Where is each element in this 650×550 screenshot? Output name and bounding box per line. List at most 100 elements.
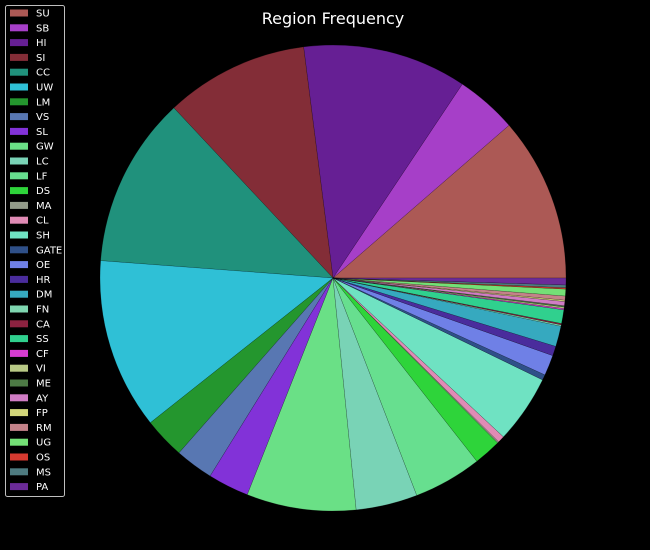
legend-label-lm: LM [36,97,50,108]
legend-label-ma: MA [36,201,52,212]
pie-slice-ug [332,277,567,297]
legend-swatch-hi [10,39,28,47]
legend-label-oe: OE [36,260,50,271]
legend-label-pa: PA [36,482,48,493]
legend-swatch-os [10,453,28,461]
legend-label-ds: DS [36,186,50,197]
legend-swatch-cc [10,68,28,76]
legend-swatch-lc [10,157,28,165]
legend-label-su: SU [36,9,50,20]
legend-swatch-ss [10,335,28,343]
legend-swatch-lm [10,98,28,106]
pie-slice-pa [332,277,567,286]
legend-swatch-sl [10,127,28,135]
pie-slice-sh [332,277,543,438]
legend-swatch-uw [10,83,28,91]
legend-swatch-cl [10,216,28,224]
legend-swatch-fn [10,305,28,313]
legend-label-vs: VS [36,112,49,123]
pie-slice-os [332,277,567,290]
legend-swatch-ca [10,320,28,328]
legend-label-ug: UG [36,438,51,449]
pie-slice-hi [303,44,463,279]
legend-label-gate: GATE [36,245,62,256]
legend-label-lc: LC [36,157,49,168]
legend-label-sl: SL [36,127,48,138]
pie-slice-fn [332,277,562,327]
legend-label-sh: SH [36,231,50,242]
legend-label-ay: AY [36,393,49,404]
pie-slice-ma [332,277,499,444]
pie-slice-vi [332,277,565,309]
legend-label-vi: VI [36,364,46,375]
legend-swatch-ug [10,438,28,446]
legend-label-fp: FP [36,408,48,419]
legend-label-cc: CC [36,68,50,79]
legend-swatch-ms [10,468,28,476]
legend-label-dm: DM [36,290,52,301]
legend-swatch-cf [10,349,28,357]
pie-slice-dm [332,277,562,347]
legend-swatch-vi [10,364,28,372]
legend-label-lf: LF [36,171,48,182]
pie-slice-vs [178,277,334,477]
pie-slice-ay [332,277,566,306]
legend-swatch-sb [10,24,28,32]
pie-slice-fp [332,277,566,302]
pie-slice-ds [332,277,498,462]
pie-slice-gate [332,277,546,381]
legend-swatch-vs [10,113,28,121]
legend-swatch-pa [10,483,28,491]
legend-swatch-ma [10,201,28,209]
legend-swatch-si [10,53,28,61]
legend-label-hi: HI [36,38,46,49]
legend-label-rm: RM [36,423,52,434]
legend-swatch-me [10,379,28,387]
legend-label-hr: HR [36,275,51,286]
legend-label-cl: CL [36,216,49,227]
legend-swatch-lf [10,172,28,180]
pie-slice-uw [99,260,334,424]
legend-swatch-dm [10,290,28,298]
legend-swatch-rm [10,423,28,431]
legend-label-si: SI [36,53,45,64]
pie-slice-lm [150,277,334,454]
legend-swatch-sh [10,231,28,239]
pie-slice-oe [332,277,554,376]
legend-label-sb: SB [36,23,49,34]
legend-label-me: ME [36,379,51,390]
pie-slices [99,44,567,512]
legend-swatch-gate [10,246,28,254]
legend-label-os: OS [36,453,50,464]
legend-swatch-gw [10,142,28,150]
chart-title: Region Frequency [262,9,405,28]
legend-label-gw: GW [36,142,54,153]
legend-label-uw: UW [36,83,53,94]
pie-slice-su [332,124,567,279]
pie-slice-ss [332,277,565,324]
legend: SU SB HI SI CC UW LM VS SL GW LC LF DS MA CL SH GATE OE HR… [5,5,65,497]
pie-slice-cc [100,107,334,279]
pie-slice-me [332,277,565,308]
legend-label-ms: MS [36,467,51,478]
pie-slice-rm [332,277,566,301]
legend-label-cf: CF [36,349,49,360]
legend-label-ss: SS [36,334,49,345]
legend-label-ca: CA [36,319,50,330]
legend-swatch-su [10,9,28,17]
pie-slice-gw [246,277,357,512]
pie-slice-lf [332,277,478,496]
pie-slice-ms [332,277,567,288]
pie-slice-ca [332,277,562,326]
pie-slice-lc [332,277,418,511]
legend-swatch-ds [10,187,28,195]
legend-swatch-ay [10,394,28,402]
pie-slice-hr [332,277,557,356]
pie-slice-sl [209,277,334,495]
pie-slice-cl [332,277,504,443]
legend-label-fn: FN [36,305,49,316]
legend-swatch-oe [10,261,28,269]
pie-slice-si [173,46,334,279]
legend-swatch-fp [10,409,28,417]
